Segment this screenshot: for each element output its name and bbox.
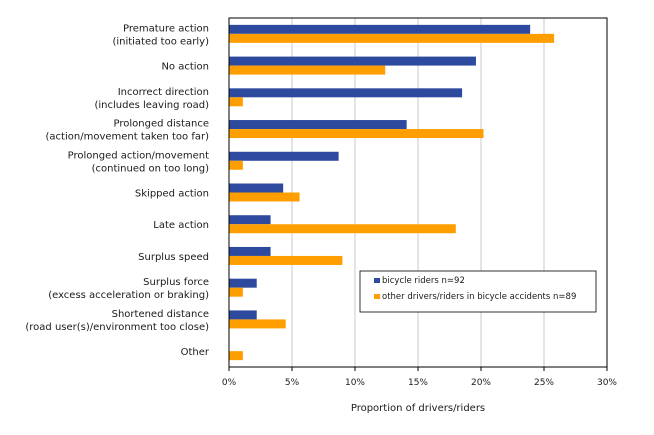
x-axis-title: Proportion of drivers/riders bbox=[351, 403, 485, 414]
bar-other-drivers bbox=[229, 351, 243, 361]
category-label: Surplus speed bbox=[138, 252, 209, 263]
category-label: Prolonged action/movement (continued on t… bbox=[68, 150, 209, 174]
bar-bicycle-riders bbox=[229, 278, 257, 288]
bar-other-drivers bbox=[229, 160, 243, 170]
bar-other-drivers bbox=[229, 97, 243, 107]
x-tick-label: 5% bbox=[285, 378, 300, 388]
x-axis-ticks: 0% 5% 10% 15% 20% 25% 30% bbox=[222, 367, 617, 388]
legend-swatch-other-drivers bbox=[374, 294, 380, 299]
bar-other-drivers bbox=[229, 224, 456, 234]
bar-bicycle-riders bbox=[229, 88, 463, 98]
bar-other-drivers bbox=[229, 33, 555, 43]
bar-bicycle-riders bbox=[229, 183, 284, 193]
bar-bicycle-riders bbox=[229, 215, 271, 225]
x-tick-label: 10% bbox=[345, 378, 365, 388]
category-label: Surplus force (excess acceleration or bra… bbox=[48, 277, 209, 301]
category-label: Incorrect direction (includes leaving roa… bbox=[94, 87, 209, 111]
category-label: Prolonged distance (action/movement taken… bbox=[46, 119, 210, 143]
bar-other-drivers bbox=[229, 319, 286, 329]
x-tick-label: 15% bbox=[408, 378, 428, 388]
bar-other-drivers bbox=[229, 255, 343, 265]
bar-bicycle-riders bbox=[229, 310, 257, 320]
legend-label-bicycle-riders: bicycle riders n=92 bbox=[382, 276, 465, 286]
bar-other-drivers bbox=[229, 129, 484, 139]
bar-other-drivers bbox=[229, 65, 386, 75]
category-label: No action bbox=[161, 62, 209, 73]
x-tick-label: 30% bbox=[597, 378, 617, 388]
bars bbox=[229, 24, 555, 361]
legend-box bbox=[359, 270, 597, 313]
bar-bicycle-riders bbox=[229, 120, 407, 130]
legend-label-other-drivers: other drivers/riders in bicycle accident… bbox=[382, 292, 576, 302]
category-label: Late action bbox=[153, 220, 209, 231]
x-tick-label: 0% bbox=[222, 378, 237, 388]
legend: bicycle riders n=92 other drivers/riders… bbox=[359, 270, 597, 313]
category-label: Other bbox=[181, 347, 210, 358]
bar-bicycle-riders bbox=[229, 56, 476, 66]
category-labels: Premature action (initiated too early) No … bbox=[25, 23, 210, 358]
x-tick-label: 20% bbox=[471, 378, 491, 388]
legend-swatch-bicycle-riders bbox=[374, 278, 380, 283]
category-label: Premature action (initiated too early) bbox=[112, 23, 209, 47]
bar-bicycle-riders bbox=[229, 246, 271, 256]
bar-bicycle-riders bbox=[229, 151, 339, 161]
bar-bicycle-riders bbox=[229, 24, 531, 34]
x-tick-label: 25% bbox=[534, 378, 554, 388]
bar-other-drivers bbox=[229, 192, 300, 202]
bar-other-drivers bbox=[229, 287, 243, 297]
category-label: Skipped action bbox=[135, 189, 209, 200]
category-label: Shortened distance (road user(s)/environm… bbox=[25, 309, 209, 333]
